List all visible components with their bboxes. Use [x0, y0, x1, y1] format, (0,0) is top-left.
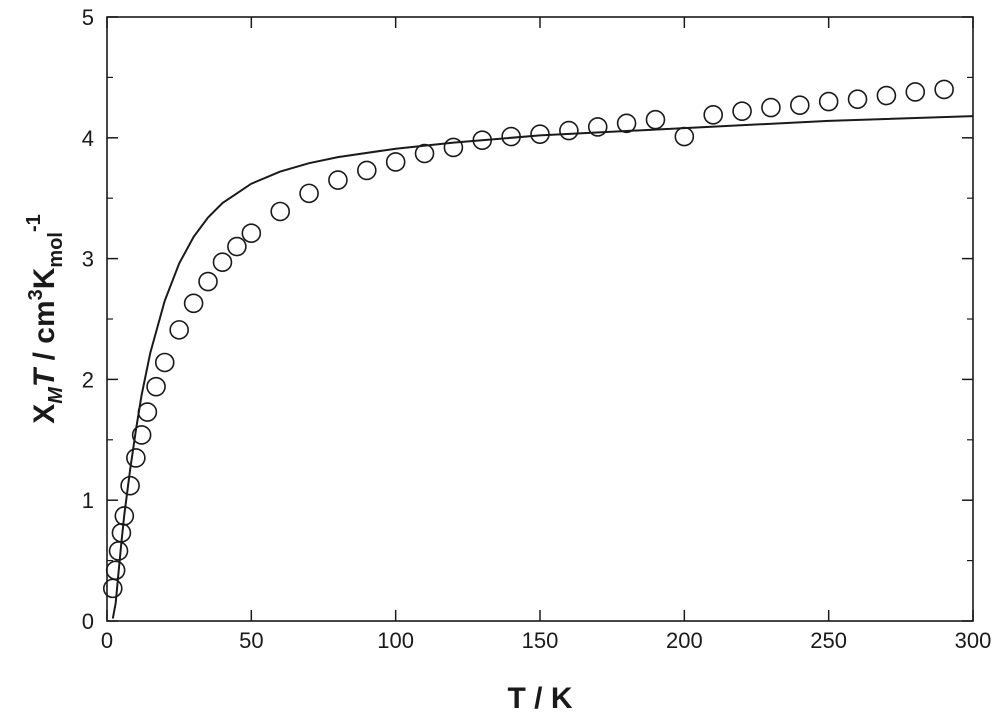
- data-point: [559, 120, 579, 141]
- data-point: [108, 541, 129, 561]
- data-point: [876, 85, 897, 106]
- y-tick-label: 5: [82, 5, 94, 30]
- data-point: [530, 124, 550, 144]
- data-point: [154, 352, 175, 373]
- y-axis-title-chi-sub: M: [45, 386, 67, 404]
- data-point: [241, 223, 262, 244]
- data-point: [183, 293, 204, 314]
- data-point: [227, 236, 247, 257]
- data-point: [761, 97, 781, 118]
- data-point: [645, 109, 666, 130]
- data-point: [146, 376, 166, 397]
- data-point: [212, 252, 233, 273]
- data-point: [732, 101, 752, 122]
- y-tick-label: 3: [82, 247, 94, 272]
- y-axis-title: XMT / cm3Kmol-1: [23, 214, 67, 424]
- x-tick-label: 200: [666, 628, 703, 653]
- y-axis-title-t: T: [28, 366, 61, 387]
- data-point: [472, 130, 493, 151]
- data-point: [905, 82, 926, 102]
- data-point: [934, 79, 954, 100]
- y-axis-title-chi: X: [28, 404, 61, 424]
- y-axis-title-unit-sub: mol: [45, 232, 67, 268]
- data-point: [198, 271, 218, 292]
- data-point: [385, 152, 406, 172]
- data-point: [674, 126, 695, 147]
- data-point: [131, 425, 152, 445]
- data-point: [501, 126, 521, 147]
- data-point: [616, 113, 637, 134]
- y-tick-label: 2: [82, 367, 94, 392]
- y-tick-label: 4: [82, 126, 94, 151]
- data-point: [414, 143, 435, 164]
- x-tick-label: 0: [101, 628, 113, 653]
- data-point: [847, 89, 868, 109]
- series-points: [102, 79, 954, 599]
- data-point: [105, 560, 126, 581]
- y-tick-label: 0: [82, 609, 94, 634]
- tick-labels: 0 50 100 150 200 250 300 0 1 2 3 4 5: [82, 5, 992, 653]
- data-point: [137, 402, 158, 422]
- axis-ticks: [106, 16, 974, 622]
- y-axis-title-unit-sup: 3: [25, 289, 47, 300]
- y-tick-label: 1: [82, 488, 94, 513]
- data-point: [789, 95, 810, 115]
- data-point: [270, 201, 291, 222]
- data-point: [587, 117, 608, 137]
- x-axis-title: T / K: [508, 682, 573, 715]
- data-point: [169, 320, 189, 340]
- y-axis-title-unit-sup2: -1: [23, 214, 45, 232]
- x-tick-label: 300: [955, 628, 992, 653]
- data-point: [703, 105, 724, 125]
- x-tick-label: 150: [522, 628, 559, 653]
- plot-frame: [106, 16, 974, 622]
- data-point: [356, 160, 377, 181]
- data-point: [328, 170, 348, 190]
- y-axis-title-unit-b: K: [28, 267, 61, 289]
- x-tick-label: 100: [377, 628, 414, 653]
- data-point: [114, 506, 135, 526]
- x-tick-label: 50: [239, 628, 263, 653]
- data-point: [120, 475, 140, 496]
- y-axis-title-unit-a: / cm: [28, 300, 61, 368]
- series-line: [111, 115, 974, 619]
- data-point: [126, 448, 146, 468]
- data-point: [818, 91, 839, 112]
- x-tick-label: 250: [810, 628, 847, 653]
- data-point: [299, 183, 319, 204]
- data-point: [443, 137, 464, 158]
